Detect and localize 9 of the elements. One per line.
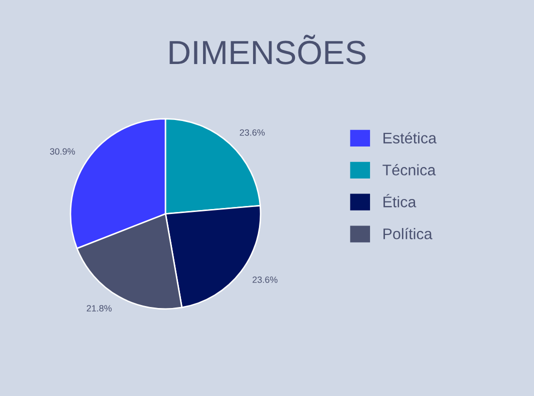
legend-label: Técnica <box>382 164 436 176</box>
data-label: 21.8% <box>86 305 112 312</box>
data-label: 23.6% <box>252 276 278 283</box>
legend-label: Política <box>384 228 432 240</box>
legend-label: Estética <box>384 132 437 144</box>
chart-title: DIMENSÕES <box>170 34 366 64</box>
data-label: 23.6% <box>240 129 265 136</box>
data-label: 30.9% <box>50 148 75 155</box>
legend-label: Ética <box>384 194 416 208</box>
